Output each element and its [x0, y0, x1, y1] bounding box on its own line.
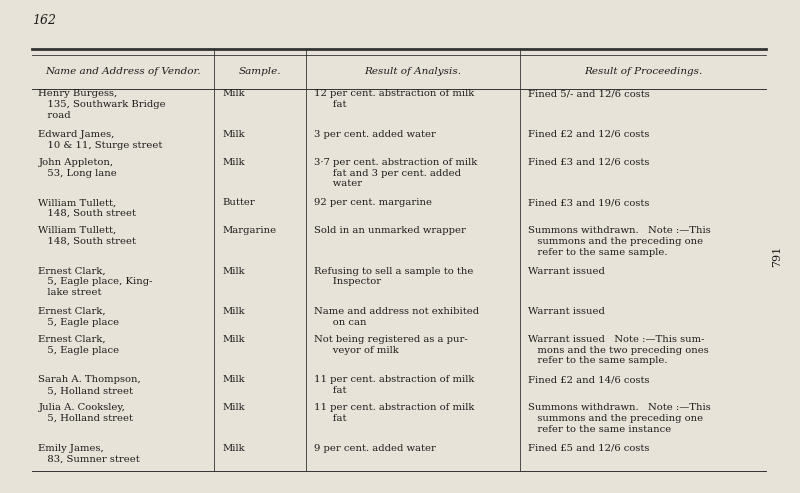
Text: William Tullett,
   148, South street: William Tullett, 148, South street — [38, 198, 136, 218]
Text: Milk: Milk — [222, 403, 245, 412]
Text: Milk: Milk — [222, 335, 245, 344]
Text: Milk: Milk — [222, 267, 245, 276]
Text: 791: 791 — [773, 246, 782, 267]
Text: Sarah A. Thompson,
   5, Holland street: Sarah A. Thompson, 5, Holland street — [38, 376, 141, 395]
Text: Sold in an unmarked wrapper: Sold in an unmarked wrapper — [314, 226, 466, 235]
Text: Butter: Butter — [222, 198, 255, 207]
Text: Julia A. Cooksley,
   5, Holland street: Julia A. Cooksley, 5, Holland street — [38, 403, 134, 423]
Text: Refusing to sell a sample to the
      Inspector: Refusing to sell a sample to the Inspect… — [314, 267, 473, 286]
Text: William Tullett,
   148, South street: William Tullett, 148, South street — [38, 226, 136, 246]
Text: 11 per cent. abstraction of milk
      fat: 11 per cent. abstraction of milk fat — [314, 403, 474, 423]
Text: Fined 5/- and 12/6 costs: Fined 5/- and 12/6 costs — [528, 90, 650, 99]
Text: 162: 162 — [32, 14, 56, 27]
Text: 3 per cent. added water: 3 per cent. added water — [314, 130, 435, 139]
Text: Milk: Milk — [222, 90, 245, 99]
Text: Warrant issued: Warrant issued — [528, 267, 605, 276]
Text: Edward James,
   10 & 11, Sturge street: Edward James, 10 & 11, Sturge street — [38, 130, 162, 150]
Text: Warrant issued: Warrant issued — [528, 307, 605, 316]
Text: Milk: Milk — [222, 376, 245, 385]
Text: Fined £5 and 12/6 costs: Fined £5 and 12/6 costs — [528, 444, 650, 453]
Text: Result of Proceedings.: Result of Proceedings. — [584, 68, 702, 76]
Text: Name and Address of Vendor.: Name and Address of Vendor. — [46, 68, 201, 76]
Text: Henry Burgess,
   135, Southwark Bridge
   road: Henry Burgess, 135, Southwark Bridge roa… — [38, 90, 166, 120]
Text: Margarine: Margarine — [222, 226, 277, 235]
Text: Fined £3 and 19/6 costs: Fined £3 and 19/6 costs — [528, 198, 650, 207]
Text: Milk: Milk — [222, 130, 245, 139]
Text: John Appleton,
   53, Long lane: John Appleton, 53, Long lane — [38, 158, 117, 177]
Text: Summons withdrawn.   Note :—This
   summons and the preceding one
   refer to th: Summons withdrawn. Note :—This summons a… — [528, 403, 710, 434]
Text: Name and address not exhibited
      on can: Name and address not exhibited on can — [314, 307, 478, 327]
Text: Emily James,
   83, Sumner street: Emily James, 83, Sumner street — [38, 444, 140, 463]
Text: 11 per cent. abstraction of milk
      fat: 11 per cent. abstraction of milk fat — [314, 376, 474, 395]
Text: Fined £2 and 12/6 costs: Fined £2 and 12/6 costs — [528, 130, 650, 139]
Text: 3·7 per cent. abstraction of milk
      fat and 3 per cent. added
      water: 3·7 per cent. abstraction of milk fat an… — [314, 158, 477, 188]
Text: Milk: Milk — [222, 158, 245, 167]
Text: Fined £2 and 14/6 costs: Fined £2 and 14/6 costs — [528, 376, 650, 385]
Text: 9 per cent. added water: 9 per cent. added water — [314, 444, 435, 453]
Text: Fined £3 and 12/6 costs: Fined £3 and 12/6 costs — [528, 158, 650, 167]
Text: 92 per cent. margarine: 92 per cent. margarine — [314, 198, 432, 207]
Text: Milk: Milk — [222, 307, 245, 316]
Text: Sample.: Sample. — [238, 68, 282, 76]
Text: Not being registered as a pur-
      veyor of milk: Not being registered as a pur- veyor of … — [314, 335, 467, 354]
Text: Result of Analysis.: Result of Analysis. — [364, 68, 462, 76]
Text: Warrant issued   Note :—This sum-
   mons and the two preceding ones
   refer to: Warrant issued Note :—This sum- mons and… — [528, 335, 709, 365]
Text: Ernest Clark,
   5, Eagle place: Ernest Clark, 5, Eagle place — [38, 307, 119, 327]
Text: Summons withdrawn.   Note :—This
   summons and the preceding one
   refer to th: Summons withdrawn. Note :—This summons a… — [528, 226, 710, 257]
Text: Ernest Clark,
   5, Eagle place: Ernest Clark, 5, Eagle place — [38, 335, 119, 354]
Text: Ernest Clark,
   5, Eagle place, King-
   lake street: Ernest Clark, 5, Eagle place, King- lake… — [38, 267, 153, 297]
Text: 12 per cent. abstraction of milk
      fat: 12 per cent. abstraction of milk fat — [314, 90, 474, 109]
Text: Milk: Milk — [222, 444, 245, 453]
